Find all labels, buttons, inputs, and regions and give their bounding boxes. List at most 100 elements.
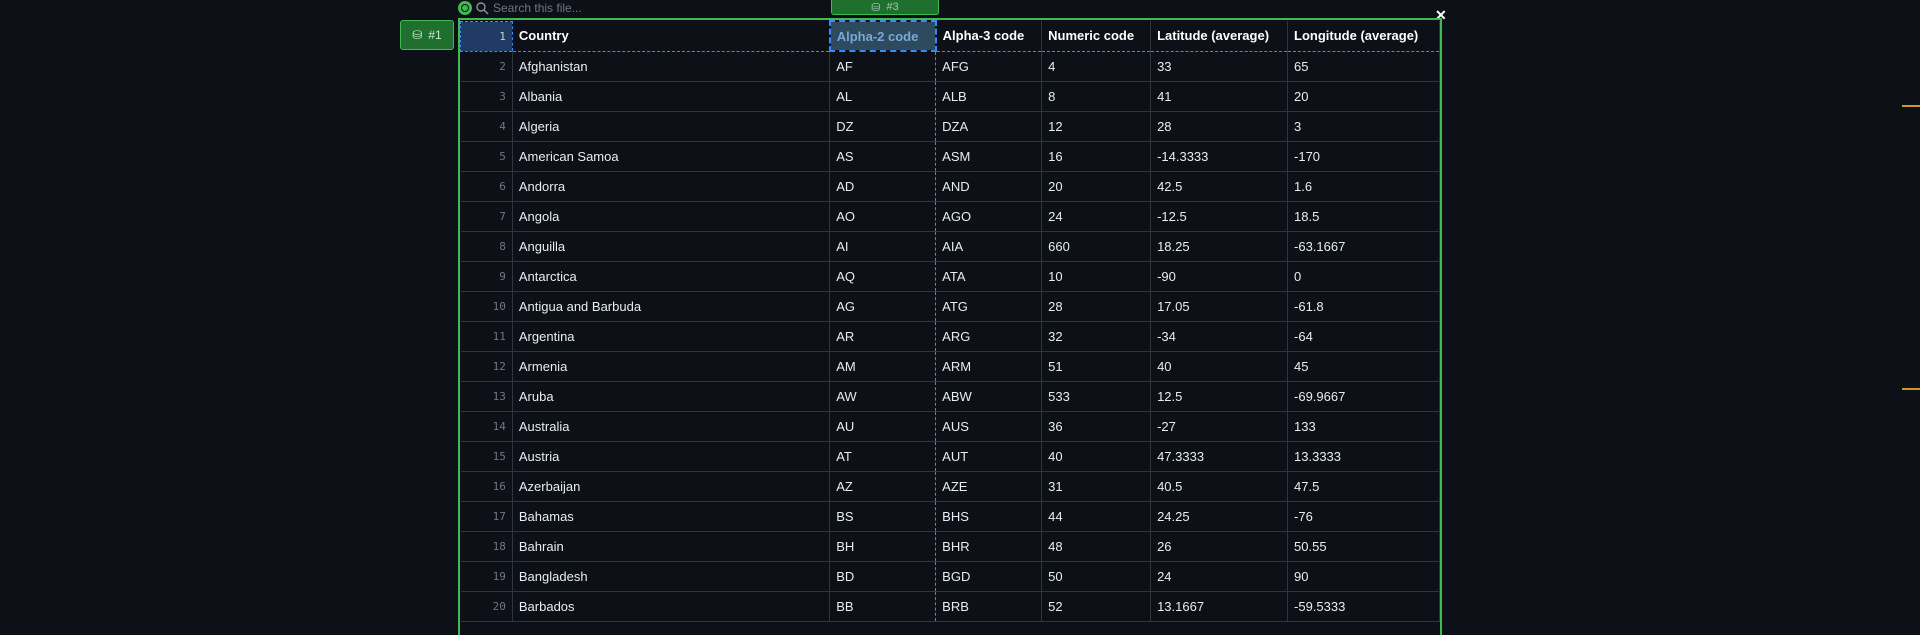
scrollbar-marker[interactable]	[1902, 105, 1920, 107]
table-cell[interactable]: 17.05	[1150, 291, 1289, 322]
table-cell[interactable]: 50.55	[1287, 531, 1440, 562]
row-number[interactable]: 1	[460, 20, 513, 52]
table-cell[interactable]: AT	[829, 441, 937, 472]
table-cell[interactable]: Argentina	[512, 321, 831, 352]
table-cell[interactable]: Bangladesh	[512, 561, 831, 592]
table-cell[interactable]: -61.8	[1287, 291, 1440, 322]
table-cell[interactable]: AR	[829, 321, 937, 352]
column-header[interactable]: Alpha-2 code	[828, 20, 937, 52]
table-cell[interactable]: Australia	[512, 411, 831, 442]
table-cell[interactable]: Barbados	[512, 591, 831, 622]
table-cell[interactable]: AIA	[935, 231, 1043, 262]
table-cell[interactable]: 24	[1041, 201, 1152, 232]
table-cell[interactable]: -12.5	[1150, 201, 1289, 232]
table-cell[interactable]: 28	[1150, 111, 1289, 142]
table-cell[interactable]: 50	[1041, 561, 1152, 592]
scrollbar-marker[interactable]	[1902, 388, 1920, 390]
table-cell[interactable]: AQ	[829, 261, 937, 292]
table-cell[interactable]: AI	[829, 231, 937, 262]
table-cell[interactable]: ARM	[935, 351, 1043, 382]
table-cell[interactable]: Bahamas	[512, 501, 831, 532]
table-cell[interactable]: AW	[829, 381, 937, 412]
table-row[interactable]: 20 Barbados BB BRB 52 13.1667 -59.5333	[460, 591, 1440, 622]
table-cell[interactable]: 12.5	[1150, 381, 1289, 412]
table-row[interactable]: 18 Bahrain BH BHR 48 26 50.55	[460, 531, 1440, 562]
table-cell[interactable]: AM	[829, 351, 937, 382]
table-cell[interactable]: Bahrain	[512, 531, 831, 562]
table-cell[interactable]: ABW	[935, 381, 1043, 412]
column-header[interactable]: Numeric code	[1041, 21, 1152, 52]
table-cell[interactable]: 20	[1041, 171, 1152, 202]
table-cell[interactable]: 40.5	[1150, 471, 1289, 502]
table-cell[interactable]: 660	[1041, 231, 1152, 262]
column-header[interactable]: Country	[512, 21, 831, 52]
table-cell[interactable]: -27	[1150, 411, 1289, 442]
table-cell[interactable]: BS	[829, 501, 937, 532]
table-cell[interactable]: Anguilla	[512, 231, 831, 262]
table-row[interactable]: 19 Bangladesh BD BGD 50 24 90	[460, 561, 1440, 592]
table-cell[interactable]: 26	[1150, 531, 1289, 562]
table-row[interactable]: 7 Angola AO AGO 24 -12.5 18.5	[460, 201, 1440, 232]
table-row[interactable]: 9 Antarctica AQ ATA 10 -90 0	[460, 261, 1440, 292]
table-cell[interactable]: Armenia	[512, 351, 831, 382]
table-cell[interactable]: AUT	[935, 441, 1043, 472]
table-cell[interactable]: ATG	[935, 291, 1043, 322]
column-header[interactable]: Latitude (average)	[1150, 21, 1289, 52]
table-cell[interactable]: 40	[1041, 441, 1152, 472]
table-cell[interactable]: 32	[1041, 321, 1152, 352]
table-cell[interactable]: AS	[829, 141, 937, 172]
table-cell[interactable]: 533	[1041, 381, 1152, 412]
column-header[interactable]: Longitude (average)	[1287, 21, 1440, 52]
table-cell[interactable]: 10	[1041, 261, 1152, 292]
table-cell[interactable]: ATA	[935, 261, 1043, 292]
table-cell[interactable]: DZA	[935, 111, 1043, 142]
table-cell[interactable]: 24.25	[1150, 501, 1289, 532]
table-row[interactable]: 2 Afghanistan AF AFG 4 33 65	[460, 51, 1440, 82]
table-cell[interactable]: 47.5	[1287, 471, 1440, 502]
target-icon[interactable]	[458, 1, 472, 15]
table-cell[interactable]: BHS	[935, 501, 1043, 532]
table-cell[interactable]: Aruba	[512, 381, 831, 412]
table-cell[interactable]: Austria	[512, 441, 831, 472]
table-row[interactable]: 16 Azerbaijan AZ AZE 31 40.5 47.5	[460, 471, 1440, 502]
table-cell[interactable]: -59.5333	[1287, 591, 1440, 622]
table-cell[interactable]: 40	[1150, 351, 1289, 382]
table-cell[interactable]: -90	[1150, 261, 1289, 292]
table-cell[interactable]: ALB	[935, 81, 1043, 112]
table-cell[interactable]: Albania	[512, 81, 831, 112]
table-cell[interactable]: Angola	[512, 201, 831, 232]
table-cell[interactable]: 36	[1041, 411, 1152, 442]
table-cell[interactable]: 8	[1041, 81, 1152, 112]
close-icon[interactable]: ✕	[1435, 7, 1447, 23]
table-cell[interactable]: 18.25	[1150, 231, 1289, 262]
table-cell[interactable]: 12	[1041, 111, 1152, 142]
table-cell[interactable]: AZ	[829, 471, 937, 502]
table-row[interactable]: 17 Bahamas BS BHS 44 24.25 -76	[460, 501, 1440, 532]
column-header[interactable]: Alpha-3 code	[935, 21, 1043, 52]
table-row[interactable]: 11 Argentina AR ARG 32 -34 -64	[460, 321, 1440, 352]
tag-badge-3[interactable]: ⛁ #3	[831, 0, 939, 15]
table-cell[interactable]: ASM	[935, 141, 1043, 172]
table-row[interactable]: 4 Algeria DZ DZA 12 28 3	[460, 111, 1440, 142]
table-cell[interactable]: 45	[1287, 351, 1440, 382]
table-cell[interactable]: -170	[1287, 141, 1440, 172]
table-cell[interactable]: AL	[829, 81, 937, 112]
table-cell[interactable]: 16	[1041, 141, 1152, 172]
table-cell[interactable]: AZE	[935, 471, 1043, 502]
search-input[interactable]	[493, 1, 693, 15]
table-cell[interactable]: 52	[1041, 591, 1152, 622]
table-cell[interactable]: 0	[1287, 261, 1440, 292]
table-cell[interactable]: Andorra	[512, 171, 831, 202]
table-cell[interactable]: AND	[935, 171, 1043, 202]
table-cell[interactable]: BD	[829, 561, 937, 592]
table-row[interactable]: 3 Albania AL ALB 8 41 20	[460, 81, 1440, 112]
table-cell[interactable]: AF	[829, 51, 937, 82]
table-cell[interactable]: 90	[1287, 561, 1440, 592]
table-cell[interactable]: Afghanistan	[512, 51, 831, 82]
table-cell[interactable]: 42.5	[1150, 171, 1289, 202]
table-cell[interactable]: BRB	[935, 591, 1043, 622]
table-cell[interactable]: 18.5	[1287, 201, 1440, 232]
table-cell[interactable]: Antigua and Barbuda	[512, 291, 831, 322]
table-cell[interactable]: BB	[829, 591, 937, 622]
table-row[interactable]: 15 Austria AT AUT 40 47.3333 13.3333	[460, 441, 1440, 472]
